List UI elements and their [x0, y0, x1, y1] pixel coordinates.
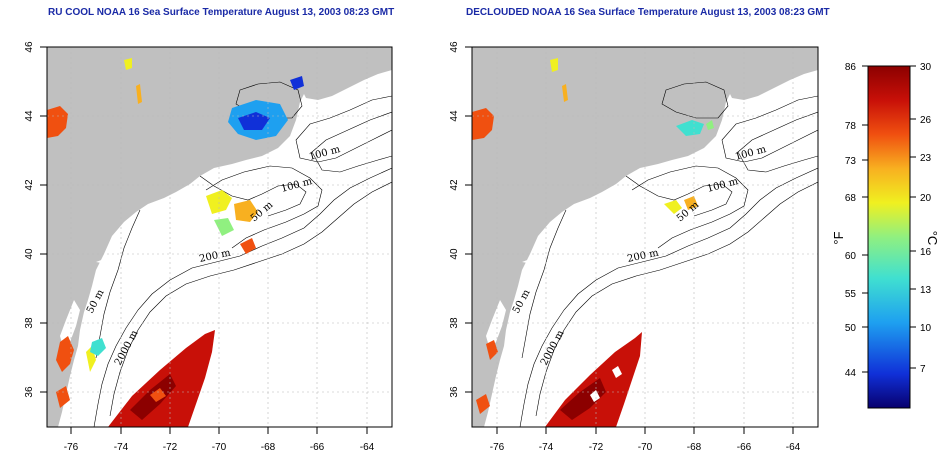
- right-grid: [472, 47, 818, 427]
- fahrenheit-label: 78: [845, 121, 857, 132]
- fahrenheit-tick-labels: 86 78 73 68 60 55 50 44: [845, 62, 857, 379]
- sst-data: [47, 58, 304, 427]
- lon-label: -72: [163, 442, 178, 453]
- lat-label: 38: [24, 317, 35, 329]
- chesapeake-bay: [486, 300, 506, 350]
- celsius-label: 10: [920, 323, 932, 334]
- celsius-label: 30: [920, 62, 932, 73]
- lon-label: -70: [212, 442, 227, 453]
- celsius-label: 7: [920, 364, 926, 375]
- left-lon-labels: -76 -74 -72 -70 -68 -66 -64: [64, 442, 375, 453]
- lon-label: -76: [64, 442, 79, 453]
- right-ticks: [465, 46, 794, 434]
- lat-label: 46: [449, 41, 460, 53]
- lat-label: 38: [449, 317, 460, 329]
- fahrenheit-label: 68: [845, 193, 857, 204]
- lat-label: 36: [449, 386, 460, 398]
- fahrenheit-label: 73: [845, 156, 857, 167]
- lon-label: -64: [786, 442, 801, 453]
- lat-label: 46: [24, 41, 35, 53]
- lat-label: 44: [449, 110, 460, 122]
- celsius-label: 13: [920, 285, 932, 296]
- right-map-title: DECLOUDED NOAA 16 Sea Surface Temperatur…: [466, 7, 830, 18]
- lat-label: 42: [24, 179, 35, 191]
- fahrenheit-label: 55: [845, 289, 857, 300]
- nova-scotia-land: [300, 56, 392, 100]
- lat-label: 42: [449, 179, 460, 191]
- colorbar-ticks: [862, 65, 916, 373]
- lat-label: 44: [24, 110, 35, 122]
- left-map-panel: 100 m 100 m 50 m 200 m 50 m 2000 m 46 44…: [24, 41, 393, 453]
- right-map-panel: 100 m 100 m 50 m 200 m 50 m 2000 m 46 44…: [449, 41, 819, 453]
- lon-label: -66: [737, 442, 752, 453]
- fahrenheit-label: 86: [845, 62, 857, 73]
- celsius-label: 23: [920, 153, 932, 164]
- coastline-land: [472, 47, 818, 427]
- fahrenheit-unit-label: °F: [831, 231, 846, 244]
- bathymetry-contours: [519, 81, 818, 427]
- fahrenheit-label: 60: [845, 251, 857, 262]
- left-lat-labels: 46 44 42 40 38 36: [24, 41, 35, 398]
- lat-label: 36: [24, 386, 35, 398]
- lat-label: 40: [24, 248, 35, 260]
- lat-label: 40: [449, 248, 460, 260]
- sst-data: [472, 58, 714, 427]
- long-island-sound: [96, 250, 128, 264]
- colorbar: 86 78 73 68 60 55 50 44 30 26 23 20 16 1…: [831, 62, 940, 409]
- celsius-label: 20: [920, 193, 932, 204]
- coastline-land: [47, 47, 392, 427]
- lon-label: -76: [490, 442, 505, 453]
- celsius-unit-label: °C: [925, 231, 940, 246]
- lon-label: -68: [261, 442, 276, 453]
- colorbar-gradient: [867, 65, 911, 409]
- lon-label: -74: [539, 442, 554, 453]
- lon-label: -68: [687, 442, 702, 453]
- chesapeake-bay: [60, 300, 80, 350]
- lon-label: -70: [638, 442, 653, 453]
- nova-scotia-land: [726, 56, 818, 100]
- right-lon-labels: -76 -74 -72 -70 -68 -66 -64: [490, 442, 801, 453]
- right-lat-labels: 46 44 42 40 38 36: [449, 41, 460, 398]
- fahrenheit-label: 44: [845, 368, 857, 379]
- bathymetry-contours: [93, 81, 392, 427]
- celsius-label: 16: [920, 247, 932, 258]
- left-ticks: [40, 46, 368, 434]
- left-grid: [47, 47, 392, 427]
- lon-label: -66: [310, 442, 325, 453]
- fahrenheit-label: 50: [845, 323, 857, 334]
- left-map-title: RU COOL NOAA 16 Sea Surface Temperature …: [48, 7, 395, 18]
- right-map-area: 100 m 100 m 50 m 200 m 50 m 2000 m: [472, 47, 818, 427]
- celsius-tick-labels: 30 26 23 20 16 13 10 7: [920, 62, 932, 375]
- lon-label: -74: [114, 442, 129, 453]
- lon-label: -72: [589, 442, 604, 453]
- lon-label: -64: [360, 442, 375, 453]
- left-map-area: 100 m 100 m 50 m 200 m 50 m 2000 m: [47, 47, 392, 427]
- celsius-label: 26: [920, 115, 932, 126]
